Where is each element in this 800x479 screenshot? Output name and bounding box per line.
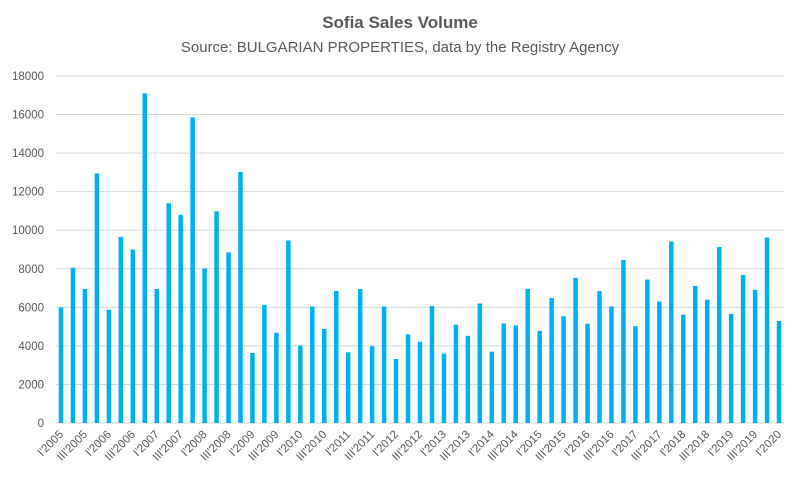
bar-II'2018 — [692, 285, 698, 423]
bar-IV'2005 — [94, 173, 100, 423]
bar-II'2010 — [310, 306, 315, 423]
bar-II'2011 — [357, 289, 363, 423]
y-tick-label: 16000 — [12, 110, 44, 122]
bar-III'2016 — [609, 306, 614, 423]
bar-IV'2013 — [477, 303, 483, 423]
y-tick-label: 4000 — [18, 341, 44, 353]
y-tick-label: 0 — [38, 418, 44, 430]
bar-I'2013 — [441, 353, 447, 423]
bar-III'2012 — [417, 341, 423, 423]
bar-IV'2010 — [333, 290, 339, 423]
bar-III'2006 — [130, 249, 136, 423]
bar-IV'2009 — [286, 240, 291, 423]
bar-II'2007 — [166, 203, 171, 423]
y-tick-label: 14000 — [12, 148, 44, 160]
bar-I'2007 — [154, 289, 159, 423]
bar-III'2005 — [82, 289, 88, 423]
bar-IV'2011 — [381, 306, 387, 423]
bar-II'2005 — [70, 267, 76, 423]
bar-II'2019 — [740, 274, 746, 423]
bar-III'2013 — [465, 335, 471, 423]
bar-III'2015 — [561, 316, 566, 423]
bar-III'2018 — [704, 299, 710, 423]
bar-I'2012 — [393, 358, 399, 423]
bar-IV'2019 — [764, 237, 770, 423]
bar-II'2015 — [549, 298, 554, 423]
bar-I'2017 — [633, 326, 638, 423]
bar-IV'2017 — [669, 241, 674, 423]
y-tick-label: 18000 — [12, 71, 44, 83]
bar-IV'2015 — [573, 277, 578, 423]
bar-II'2013 — [453, 324, 459, 423]
bars — [58, 93, 782, 424]
bar-IV'2007 — [190, 117, 195, 424]
bar-I'2019 — [728, 313, 734, 423]
bar-IV'2008 — [238, 172, 243, 423]
y-tick-label: 10000 — [12, 225, 44, 237]
bar-I'2005 — [58, 307, 64, 423]
bar-III'2009 — [274, 332, 279, 423]
bar-III'2010 — [322, 328, 327, 423]
bar-II'2006 — [118, 236, 124, 423]
bar-III'2011 — [369, 346, 375, 423]
bar-IV'2006 — [142, 93, 148, 423]
chart-title: Sofia Sales Volume — [322, 13, 478, 32]
bar-II'2012 — [405, 334, 411, 423]
bar-II'2017 — [645, 279, 650, 423]
y-tick-label: 6000 — [18, 302, 44, 314]
bar-II'2016 — [597, 291, 602, 423]
bar-I'2009 — [250, 353, 255, 423]
bar-III'2008 — [226, 252, 231, 423]
bar-I'2008 — [202, 268, 207, 423]
bar-I'2015 — [537, 330, 542, 423]
chart-subtitle: Source: BULGARIAN PROPERTIES, data by th… — [181, 39, 620, 56]
bar-I'2006 — [106, 309, 112, 423]
bar-I'2020 — [776, 321, 782, 423]
y-tick-label: 8000 — [18, 264, 44, 276]
x-tick-label: I'2020 — [754, 429, 784, 459]
x-axis: I'2005III'2005I'2006III'2006I'2007III'20… — [36, 428, 784, 463]
bar-II'2014 — [501, 323, 507, 423]
bar-I'2016 — [585, 323, 590, 423]
y-axis: 0 2000 4000 6000 8000 10000 12000 14000 16000 180… — [12, 71, 44, 430]
bar-III'2014 — [513, 325, 518, 423]
bar-III'2019 — [752, 289, 758, 423]
bar-III'2007 — [178, 214, 183, 423]
bar-IV'2016 — [621, 260, 626, 423]
bar-IV'2014 — [525, 288, 530, 423]
gridlines — [55, 75, 785, 424]
bar-I'2011 — [345, 352, 351, 423]
bar-IV'2018 — [716, 246, 722, 423]
bar-II'2008 — [214, 211, 219, 423]
bar-IV'2012 — [429, 305, 435, 423]
bar-I'2018 — [681, 314, 686, 423]
bar-III'2017 — [657, 301, 662, 423]
bar-II'2009 — [262, 304, 267, 423]
bar-I'2014 — [489, 351, 495, 423]
bar-I'2010 — [298, 345, 303, 423]
y-tick-label: 2000 — [18, 379, 44, 391]
y-tick-label: 12000 — [12, 187, 44, 199]
